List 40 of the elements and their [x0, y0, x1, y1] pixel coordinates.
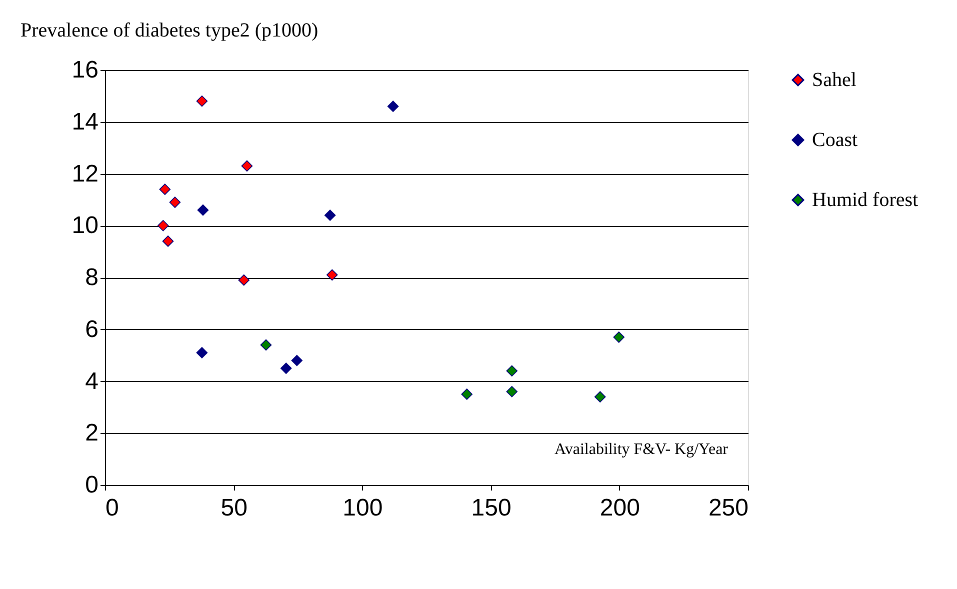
point: [326, 269, 338, 281]
point: [594, 391, 606, 402]
y-tick-label: 12: [72, 160, 98, 188]
x-tick-label: 250: [708, 494, 748, 522]
point: [157, 220, 169, 232]
point: [197, 204, 209, 216]
point: [159, 184, 171, 195]
point: [162, 236, 174, 247]
legend-label: Coast: [812, 129, 858, 151]
x-tick-label: 100: [342, 494, 383, 522]
point: [324, 210, 336, 221]
point: [506, 365, 518, 377]
y-tick-label: 10: [72, 212, 98, 240]
y-tick-label: 4: [85, 368, 98, 395]
y-tick-label: 8: [85, 264, 98, 291]
legend-label: Sahel: [812, 69, 857, 91]
point: [387, 100, 399, 112]
legend-label: Humid forest: [812, 189, 919, 211]
point: [280, 362, 292, 374]
x-axis-title: Availability F&V- Kg/Year: [554, 441, 729, 458]
point: [613, 332, 625, 343]
point: [196, 347, 208, 358]
y-tick-label: 0: [85, 472, 98, 498]
point: [238, 274, 250, 286]
y-tick-label: 2: [85, 420, 98, 447]
point: [461, 388, 473, 400]
y-axis-title: Prevalence of diabetes type2 (p1000): [20, 20, 318, 42]
x-tick-label: 200: [600, 494, 640, 522]
y-tick-label: 6: [85, 316, 98, 343]
y-tick-label: 16: [72, 56, 98, 84]
point: [169, 196, 181, 208]
point: [241, 160, 253, 172]
y-tick-label: 14: [72, 108, 98, 136]
point: [506, 386, 518, 398]
x-tick-label: 50: [220, 494, 248, 522]
x-tick-label: 150: [471, 494, 512, 522]
x-tick-label: 0: [106, 494, 119, 522]
point: [196, 95, 208, 107]
point: [260, 339, 272, 351]
point: [291, 354, 303, 366]
